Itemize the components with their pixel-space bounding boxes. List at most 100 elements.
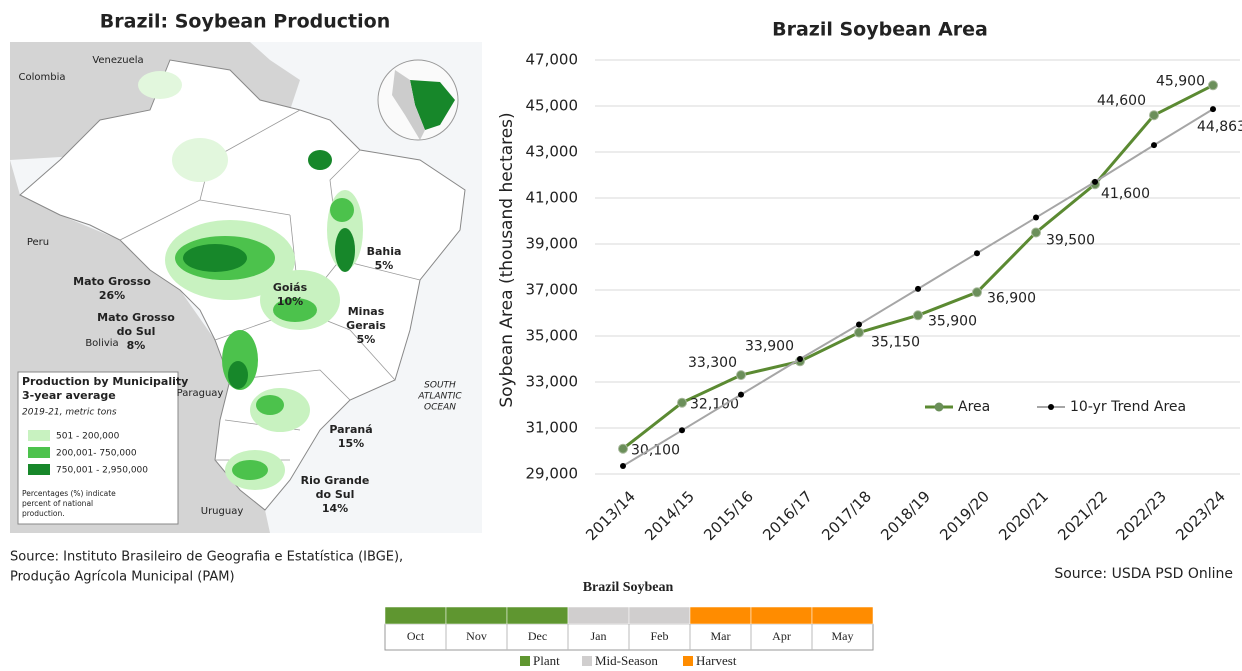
state-name: Bahia: [367, 245, 402, 258]
state-name: do Sul: [316, 488, 355, 501]
x-tick-label: 2020/21: [995, 487, 1052, 544]
series-marker: [1033, 214, 1039, 221]
y-tick-label: 47,000: [526, 51, 579, 69]
series-marker: [797, 356, 803, 362]
map-legend-subtitle: 2019-21, metric tons: [22, 408, 117, 418]
x-tick-label: 2023/24: [1172, 487, 1229, 544]
x-tick-label: 2021/22: [1054, 487, 1111, 544]
calendar-month: May: [832, 629, 854, 643]
series-marker: [1149, 110, 1159, 121]
x-tick-label: 2017/18: [818, 487, 875, 544]
series-marker: [974, 250, 980, 257]
map-legend-title: Production by Municipality: [22, 375, 188, 388]
state-share: 14%: [322, 502, 348, 515]
map-legend-label: 750,001 - 2,950,000: [56, 466, 148, 476]
y-tick-label: 41,000: [526, 189, 579, 207]
x-tick-label: 2014/15: [641, 487, 698, 544]
series-marker: [620, 462, 626, 469]
calendar-legend-label: Mid-Season: [595, 653, 658, 668]
data-label: 41,600: [1101, 186, 1150, 202]
country-label: Venezuela: [92, 55, 143, 66]
series-marker: [1031, 227, 1041, 238]
globe-brazil: [410, 80, 455, 130]
map-title: Brazil: Soybean Production: [100, 11, 390, 33]
series-marker: [854, 327, 864, 338]
calendar-phase-cell: [445, 606, 508, 625]
calendar-phase-cell: [384, 606, 447, 625]
y-tick-label: 35,000: [526, 327, 579, 345]
series-marker: [1092, 178, 1098, 185]
y-tick-label: 31,000: [526, 419, 579, 437]
series-marker: [1151, 142, 1157, 149]
series-marker: [913, 310, 923, 321]
map-legend-label: 200,001- 750,000: [56, 449, 137, 459]
calendar-phase-cell: [689, 606, 752, 625]
series-marker: [738, 391, 744, 398]
map-source: Source: Instituto Brasileiro de Geografi…: [10, 550, 403, 565]
legend-marker: [934, 402, 944, 412]
data-label: 35,900: [928, 313, 977, 329]
ocean-label: ATLANTIC: [417, 392, 462, 402]
map-legend-swatch: [28, 464, 50, 475]
state-share: 5%: [375, 259, 394, 272]
state-share: 10%: [277, 295, 303, 308]
state-name: Mato Grosso: [97, 311, 175, 324]
map-legend-note: percent of national: [22, 499, 93, 508]
state-name: do Sul: [117, 325, 156, 338]
legend-label: 10-yr Trend Area: [1070, 399, 1186, 415]
x-tick-label: 2018/19: [877, 487, 934, 544]
y-tick-label: 33,000: [526, 373, 579, 391]
x-tick-label: 2015/16: [700, 487, 757, 544]
data-label: 33,300: [688, 355, 737, 371]
x-tick-label: 2019/20: [936, 487, 993, 544]
map-legend-note: Percentages (%) indicate: [22, 489, 116, 498]
y-tick-label: 39,000: [526, 235, 579, 253]
x-tick-label: 2022/23: [1113, 487, 1170, 544]
series-marker: [618, 443, 628, 454]
data-label: 44,863: [1197, 119, 1242, 135]
series-marker: [972, 287, 982, 298]
data-label: 32,100: [690, 397, 739, 413]
state-name: Rio Grande: [301, 474, 370, 487]
legend-marker: [1048, 404, 1054, 410]
series-marker: [856, 321, 862, 328]
calendar-month: Mar: [711, 629, 731, 643]
country-label: Colombia: [19, 72, 66, 83]
y-tick-label: 29,000: [526, 465, 579, 483]
series-marker: [915, 285, 921, 292]
state-name: Goiás: [273, 281, 308, 294]
country-label: Uruguay: [201, 506, 244, 517]
state-share: 15%: [338, 437, 364, 450]
data-label: 36,900: [987, 290, 1036, 306]
map-legend-swatch: [28, 430, 50, 441]
country-label: Bolivia: [85, 338, 118, 349]
calendar-title: Brazil Soybean: [583, 580, 674, 595]
calendar-month: Apr: [772, 629, 791, 643]
country-label: Peru: [27, 237, 49, 248]
calendar-legend-swatch: [582, 656, 592, 666]
calendar-month: Dec: [528, 629, 547, 643]
globe-land: [392, 70, 425, 140]
ocean-label: OCEAN: [424, 403, 456, 413]
map-source: Produção Agrícola Municipal (PAM): [10, 570, 235, 585]
calendar-legend-swatch: [683, 656, 693, 666]
state-name: Paraná: [329, 423, 372, 436]
map-legend-note: production.: [22, 509, 65, 518]
state-share: 8%: [127, 339, 146, 352]
calendar-month: Feb: [651, 629, 669, 643]
data-label: 44,600: [1097, 93, 1146, 109]
production-areas: [138, 71, 363, 490]
series-marker: [1208, 80, 1218, 91]
data-label: 39,500: [1046, 233, 1095, 249]
data-label: 35,150: [871, 335, 920, 351]
calendar-phase-cell: [750, 606, 813, 625]
state-name: Minas: [348, 305, 385, 318]
data-label: 33,900: [745, 338, 794, 354]
series-marker: [679, 427, 685, 434]
calendar-phase-cell: [506, 606, 569, 625]
state-name: Gerais: [346, 319, 386, 332]
series-line: [622, 83, 1214, 450]
state-share: 26%: [99, 289, 125, 302]
ocean-label: SOUTH: [424, 381, 456, 391]
